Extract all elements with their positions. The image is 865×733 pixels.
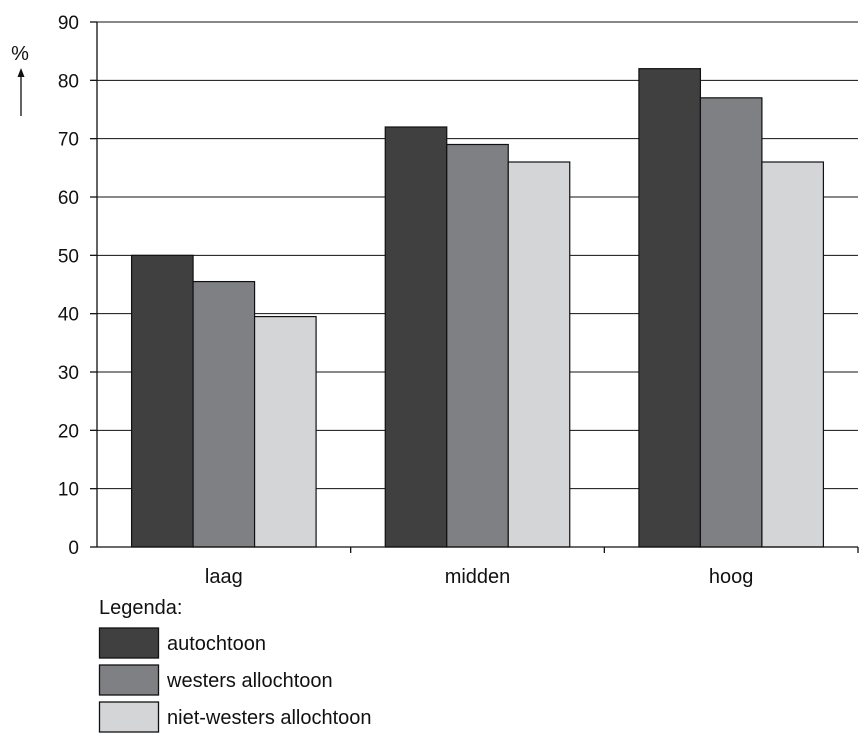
category-label: laag — [205, 566, 243, 588]
bar-hoog-2 — [699, 97, 763, 548]
x-axis-ticks — [350, 547, 859, 553]
bar-hoog-1 — [638, 68, 702, 548]
y-tick-label: 30 — [58, 363, 79, 384]
y-tick-label: 10 — [58, 480, 79, 501]
y-tick-label: 20 — [58, 421, 79, 442]
y-axis-arrowhead-icon — [17, 68, 25, 77]
category-labels: laag midden hoog — [205, 566, 753, 588]
bar-laag-1 — [130, 254, 194, 548]
bar-midden-2 — [446, 143, 509, 548]
legend-swatch — [98, 627, 160, 659]
legend-swatch — [98, 664, 160, 696]
legend-label: westers allochtoon — [166, 670, 333, 692]
y-axis-label-group: % — [11, 43, 29, 116]
legend-label: autochtoon — [167, 633, 266, 655]
category-label: hoog — [709, 566, 754, 588]
bars — [130, 68, 825, 548]
y-tick-label: 80 — [58, 71, 79, 92]
y-tick-label: 50 — [58, 246, 79, 267]
y-tick-label: 90 — [58, 13, 79, 34]
y-axis-label: % — [11, 43, 29, 65]
bar-hoog-3 — [761, 161, 825, 548]
y-axis-ticks: 0 10 20 30 40 50 60 70 80 90 — [58, 13, 97, 559]
category-label: midden — [445, 566, 511, 588]
bar-laag-3 — [253, 315, 317, 548]
legend-label: niet-westers allochtoon — [167, 707, 372, 729]
y-tick-label: 60 — [58, 188, 79, 209]
legend: Legenda: autochtoon westers allochtoon nie… — [98, 597, 372, 733]
bar-midden-3 — [507, 161, 571, 548]
bar-midden-1 — [384, 126, 448, 548]
axes — [96, 22, 858, 548]
bar-laag-2 — [192, 280, 256, 548]
y-tick-label: 40 — [58, 305, 79, 326]
legend-swatch — [98, 701, 160, 733]
y-tick-label: 0 — [68, 538, 79, 559]
legend-title: Legenda: — [99, 597, 182, 619]
y-tick-label: 70 — [58, 130, 79, 151]
